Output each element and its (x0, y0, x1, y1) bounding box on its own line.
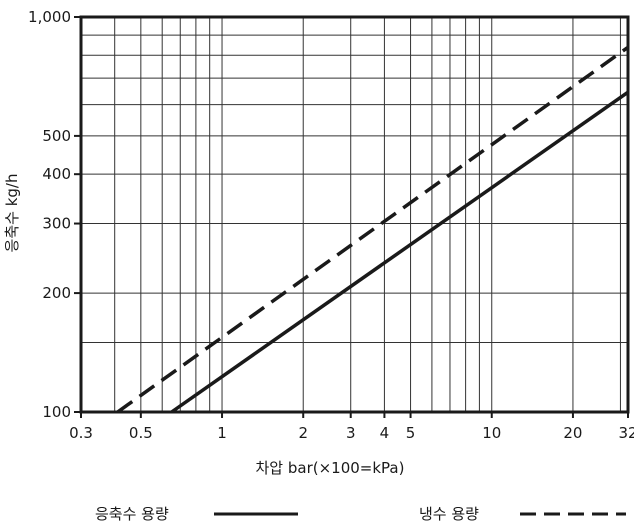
y-tick-label: 500 (42, 127, 71, 145)
legend: 응축수 용량 냉수 용량 (95, 505, 626, 523)
plot-frame (79, 15, 630, 414)
x-tick-label: 0.3 (69, 424, 93, 442)
x-tick-label: 3 (346, 424, 356, 442)
x-tick-label: 1 (217, 424, 227, 442)
y-tick-label: 100 (42, 403, 71, 421)
x-tick-label: 10 (482, 424, 501, 442)
y-tick-label: 400 (42, 165, 71, 183)
series-line-cold-water (116, 45, 630, 414)
series-line-condensate (170, 90, 630, 414)
x-tick-label: 32 (618, 424, 634, 442)
y-tick-label: 1,000 (28, 8, 71, 26)
x-tick-label: 0.5 (129, 424, 153, 442)
x-tick-label: 2 (298, 424, 308, 442)
x-axis-ticks: 0.3 0.5 1 2 3 4 5 10 20 32 (69, 412, 634, 442)
y-tick-label: 300 (42, 215, 71, 233)
grid-lines (80, 16, 628, 413)
y-axis-title: 응축수 kg/h (3, 174, 21, 253)
x-tick-label: 5 (406, 424, 416, 442)
x-axis-title: 차압 bar(×100=kPa) (256, 459, 405, 477)
y-tick-label: 200 (42, 284, 71, 302)
y-axis-ticks: 100 200 300 400 500 1,000 (28, 8, 81, 421)
legend-label-cold-water: 냉수 용량 (419, 505, 479, 523)
legend-label-condensate: 응축수 용량 (95, 505, 169, 523)
x-tick-label: 20 (563, 424, 582, 442)
x-tick-label: 4 (380, 424, 390, 442)
series-lines (116, 45, 630, 414)
